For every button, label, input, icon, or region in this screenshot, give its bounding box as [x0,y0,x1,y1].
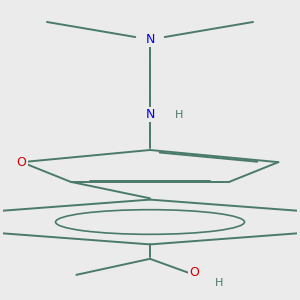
Text: N: N [145,33,155,46]
Text: H: H [214,278,223,288]
Text: H: H [175,110,184,120]
Text: O: O [17,156,27,169]
Text: O: O [189,266,199,279]
Text: N: N [145,108,155,121]
